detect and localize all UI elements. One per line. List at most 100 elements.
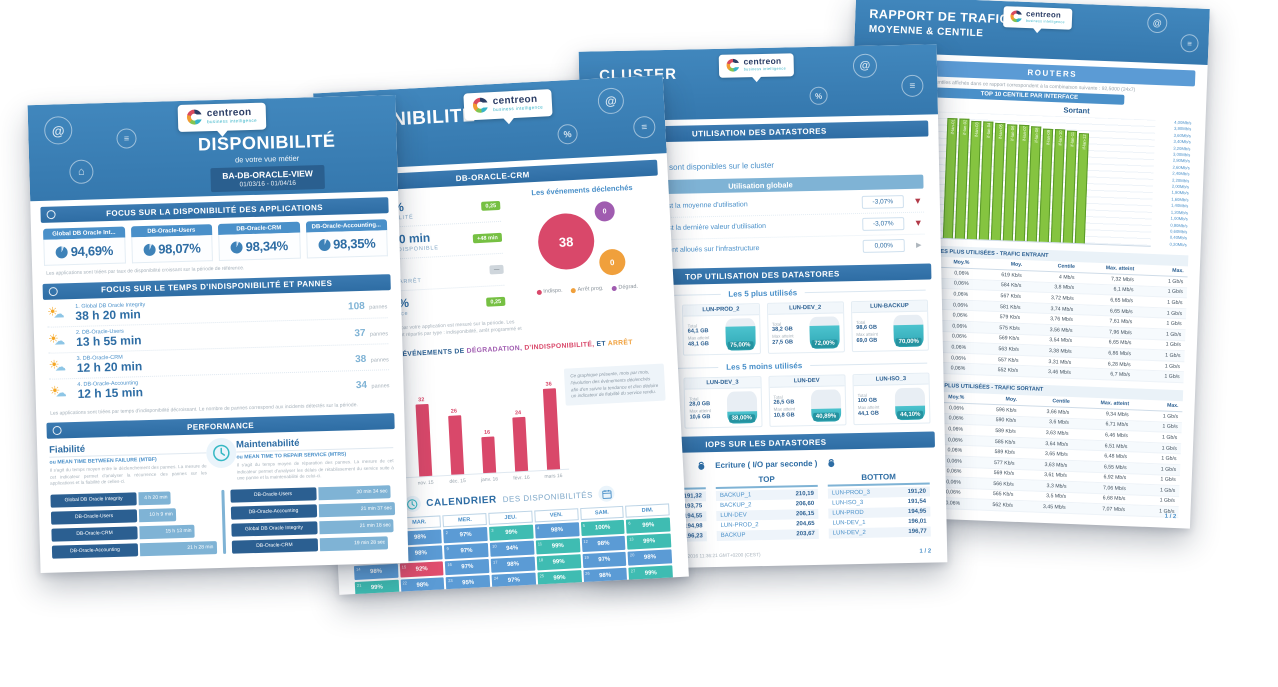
- usage-delta: -3,07%: [861, 195, 904, 209]
- avg-value: 569 Kb/s: [998, 335, 1020, 343]
- calendar-day-number: 20: [629, 552, 635, 558]
- iops-write-label-row: Ecriture ( I/O par seconde ): [587, 454, 945, 473]
- server-icon: [901, 74, 924, 98]
- y-axis-tick: 3,20Mb/s: [1173, 145, 1191, 151]
- trend-arrow-icon: [913, 241, 925, 250]
- bar-value: 21 h 28 min: [187, 544, 214, 551]
- p1-ribbon: BA-DB-ORACLE-VIEW 01/03/16 - 01/04/16: [210, 164, 326, 193]
- max-value: 10,6 GB: [689, 413, 711, 421]
- usage-percent-badge: 40,89%: [812, 412, 840, 421]
- availability-pie-icon: [230, 240, 243, 254]
- max-reached: 6,7 Mb/s: [1110, 371, 1131, 379]
- calendar-cell: 5 100%: [580, 520, 625, 537]
- y-axis-tick: 0,40Mb/s: [1169, 234, 1188, 241]
- bar-fill: 20 min 34 sec: [317, 484, 391, 500]
- interface-label: if-lan-04: [985, 122, 991, 138]
- server-icon: [632, 115, 656, 139]
- datastore-gauge: 38,00%: [726, 391, 757, 424]
- bar-track: 21 min 37 sec: [318, 501, 396, 517]
- evolution-bar: 24 févr. 16: [508, 371, 530, 482]
- calendar-cell: 4 98%: [534, 522, 580, 539]
- column-header: Centile: [1052, 398, 1070, 405]
- bar-label-chip: DB-Oracle-CRM: [51, 525, 138, 542]
- centreon-logo: centreon business intelligence: [726, 57, 786, 72]
- max-capacity: 1 Gb/s: [1167, 288, 1184, 296]
- legend-dot-icon: [570, 287, 576, 293]
- centile-value: 3,76 Mb/s: [1050, 316, 1073, 324]
- interface-label: if-lan-07: [1021, 125, 1027, 142]
- bar-label-chip: DB-Oracle-Users: [229, 486, 317, 503]
- evo-title-unavailability: D'INDISPONIBILITÉ,: [524, 341, 595, 353]
- bar-label-chip: DB-Oracle-CRM: [231, 537, 318, 554]
- calendar-cell: 17 98%: [490, 556, 536, 574]
- page-number: 1 / 2: [919, 548, 932, 555]
- mtrs-bar-row: DB-Oracle-Users 20 min 34 sec: [229, 484, 395, 503]
- centreon-logo-badge: centreon business intelligence: [718, 53, 794, 78]
- y-axis-tick: 2,20Mb/s: [1171, 177, 1190, 183]
- calendar-cell: [584, 584, 628, 595]
- calendar-day-number: 9: [446, 546, 449, 552]
- centile-value: 3,31 Mb/s: [1048, 358, 1072, 366]
- max-capacity: 1 Gb/s: [1161, 444, 1178, 452]
- performance-bars: Global DB Oracle Integrity 4 h 20 min DB…: [50, 484, 396, 559]
- calendar-subtitle: DES DISPONIBILITÉS: [502, 490, 594, 504]
- weather-icon: [49, 383, 69, 402]
- column-header: Max. atteint: [1105, 265, 1135, 273]
- mtbf-bar-row: Global DB Oracle Integrity 4 h 20 min: [50, 490, 215, 508]
- max-capacity: 1 Gb/s: [1159, 487, 1176, 494]
- calendar-cell: 23 95%: [446, 575, 491, 592]
- bar-label-chip: DB-Oracle-Accounting: [230, 503, 317, 520]
- bar-value-label: 16: [483, 429, 491, 437]
- datastore-tile: LUN-DEV_2 Total 38,2 GB Max atteint 27,5…: [766, 301, 845, 354]
- datastore-name: LUN-PROD: [832, 509, 864, 517]
- centreon-c-icon: [186, 109, 203, 126]
- centile-value: 3,64 Mb/s: [1045, 440, 1069, 448]
- iops-value: 206,60: [795, 500, 815, 508]
- calendar-cell: 11 99%: [535, 538, 581, 555]
- bar-track: 15 h 13 min: [139, 524, 216, 539]
- y-axis-tick: 2,80Mb/s: [1172, 158, 1191, 164]
- avg-value: 585 Kb/s: [994, 438, 1016, 446]
- calendar-availability: 99%: [552, 559, 565, 566]
- failures: 108 pannes: [348, 296, 388, 315]
- max-capacity: 1 Gb/s: [1161, 434, 1178, 441]
- avg-value: 562 Kb/s: [992, 502, 1014, 509]
- mtrs-column: Maintenabilité ou MEAN TIME TO REPAIR SE…: [235, 435, 394, 482]
- centreon-logo: centreon business intelligence: [472, 94, 544, 114]
- interface-label: if-lan-09: [1045, 129, 1051, 145]
- kpi-delta-badge: 0,25: [486, 296, 506, 307]
- bar-fill: 21 min 18 sec: [318, 518, 395, 534]
- calendar-availability: 96%: [493, 589, 537, 595]
- datastore-capacity: Total 28,0 GB Max atteint 10,6 GB: [689, 396, 711, 421]
- events-panel: Les événements déclenchés 38 0 0 Indispo…: [499, 182, 661, 317]
- interface-label: if-lan-12: [1080, 134, 1087, 150]
- datastore-gauge: 40,89%: [810, 389, 842, 423]
- failures-count: 38: [354, 353, 367, 365]
- mtbf-bars: Global DB Oracle Integrity 4 h 20 min DB…: [50, 490, 217, 559]
- bar: [511, 417, 528, 472]
- y-axis-tick: 1,40Mb/s: [1170, 202, 1189, 209]
- bar-value: 4 h 20 min: [144, 494, 168, 502]
- failures: 38 pannes: [355, 348, 389, 367]
- calendar-cell: 19 97%: [582, 552, 627, 569]
- evo-title-degradation: DÉGRADATION,: [466, 345, 523, 356]
- least-used-label: Les 5 moins utilisés: [726, 361, 803, 372]
- iops-value: 191,54: [907, 498, 927, 506]
- datastore-capacity: Total 100 GB Max atteint 44,1 GB: [858, 392, 880, 417]
- interface-label: if-lan-01: [949, 119, 955, 135]
- avg-value: 589 Kb/s: [995, 427, 1016, 435]
- calendar-availability: 97%: [460, 548, 473, 555]
- clock-icon: [403, 495, 421, 513]
- legend-label: Dégrad.: [618, 283, 639, 291]
- bar-fill: 21 h 28 min: [139, 540, 217, 556]
- home-icon: [69, 159, 94, 185]
- calendar-cell: 18 99%: [536, 554, 581, 571]
- interface-label: if-lan-11: [1068, 131, 1075, 147]
- max-value: 48,1 GB: [687, 340, 709, 348]
- column-header: Moy.%: [953, 259, 970, 266]
- avg-value: 619 Kb/s: [1001, 271, 1022, 279]
- usage-percent-badge: 75,00%: [727, 341, 754, 350]
- avg-value: 575 Kb/s: [999, 324, 1020, 332]
- section-iops-title: IOPS SUR LES DATASTORES: [705, 437, 827, 449]
- p1-title-block: DISPONIBILITÉ de votre vue métier BA-DB-…: [146, 129, 388, 194]
